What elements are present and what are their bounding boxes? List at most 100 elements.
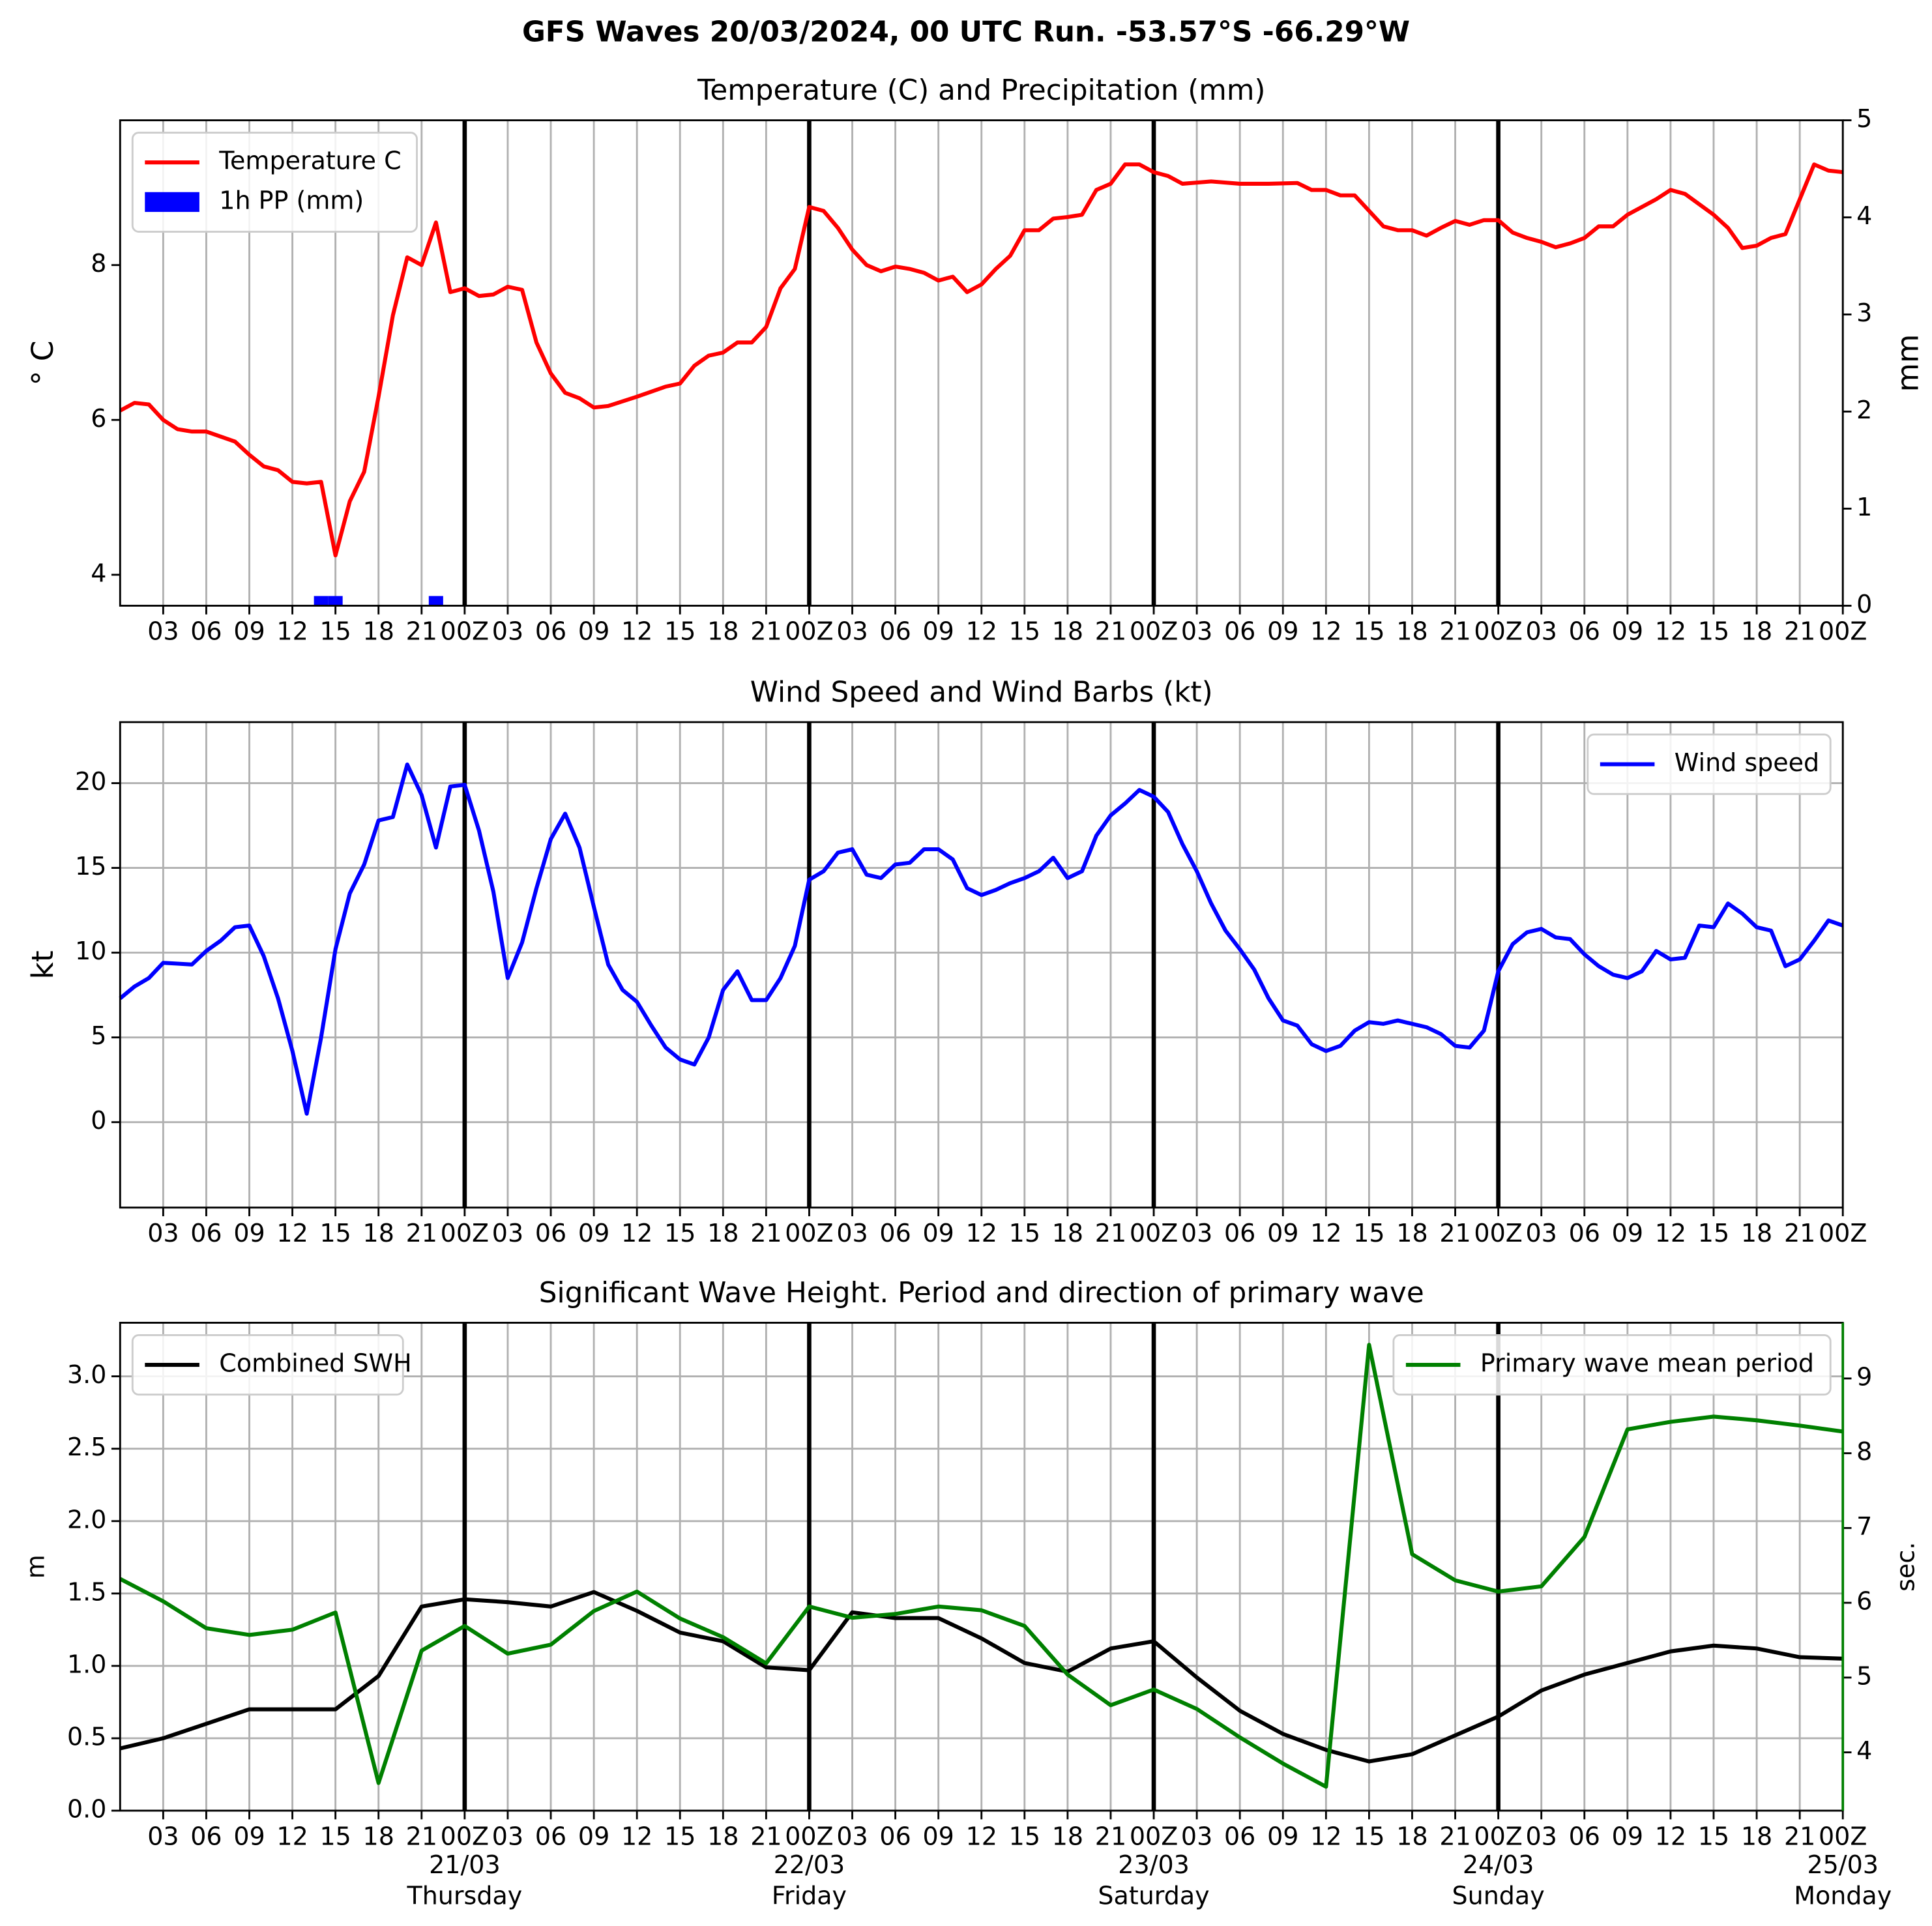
x-tick-label: 09 xyxy=(1612,1219,1643,1248)
x-tick-label: 09 xyxy=(1267,617,1298,646)
weekday-label: Sunday xyxy=(1452,1882,1545,1910)
x-tick-label: 09 xyxy=(578,1219,609,1248)
x-tick-label: 12 xyxy=(1655,617,1686,646)
x-tick-label: 18 xyxy=(707,617,739,646)
x-tick-label: 03 xyxy=(492,617,523,646)
x-tick-label: 12 xyxy=(1310,1822,1341,1850)
x-tick-label: 18 xyxy=(363,1822,394,1850)
x-tick-label: 03 xyxy=(147,617,179,646)
x-tick-label: 18 xyxy=(1396,1219,1427,1248)
x-tick-label: 06 xyxy=(879,1822,911,1850)
x-tick-label: 09 xyxy=(922,617,954,646)
y-axis-label: ° C xyxy=(25,340,60,385)
y2-tick-label: 7 xyxy=(1856,1512,1872,1541)
x-tick-label: 03 xyxy=(1526,1219,1557,1248)
x-tick-label: 06 xyxy=(879,1219,911,1248)
x-tick-label: 00Z xyxy=(1819,1822,1867,1850)
y2-tick-label: 9 xyxy=(1856,1362,1872,1391)
x-tick-label: 12 xyxy=(966,1822,997,1850)
x-tick-label: 18 xyxy=(1741,617,1772,646)
x-tick-label: 18 xyxy=(707,1822,739,1850)
x-tick-label: 03 xyxy=(147,1822,179,1850)
x-tick-label: 12 xyxy=(276,1822,308,1850)
x-tick-label: 03 xyxy=(836,617,868,646)
x-tick-label: 06 xyxy=(1569,617,1600,646)
x-tick-label: 00Z xyxy=(1130,617,1178,646)
y2-tick-label: 1 xyxy=(1856,493,1872,521)
x-tick-label: 21 xyxy=(750,617,782,646)
weekday-label: Saturday xyxy=(1098,1882,1209,1910)
x-tick-label: 06 xyxy=(535,617,566,646)
y2-tick-label: 6 xyxy=(1856,1587,1872,1616)
x-tick-label: 12 xyxy=(1310,1219,1341,1248)
x-tick-label: 15 xyxy=(1698,1822,1729,1850)
bar xyxy=(314,596,329,606)
chart-title: Significant Wave Height. Period and dire… xyxy=(539,1276,1424,1309)
x-tick-label: 21 xyxy=(406,617,437,646)
x-tick-label: 06 xyxy=(190,1219,222,1248)
x-tick-label: 03 xyxy=(1181,1219,1212,1248)
x-tick-label: 09 xyxy=(922,1822,954,1850)
x-tick-label: 12 xyxy=(1655,1219,1686,1248)
x-tick-label: 06 xyxy=(879,617,911,646)
y2-axis-label: sec. xyxy=(1892,1542,1920,1592)
x-tick-label: 21 xyxy=(406,1822,437,1850)
x-tick-label: 18 xyxy=(1396,1822,1427,1850)
bar xyxy=(428,596,443,606)
y-tick-label: 0.0 xyxy=(67,1795,106,1824)
x-tick-label: 18 xyxy=(1741,1822,1772,1850)
x-tick-label: 03 xyxy=(1181,617,1212,646)
x-tick-label: 12 xyxy=(1310,617,1341,646)
x-tick-label: 21 xyxy=(1784,617,1815,646)
x-tick-label: 06 xyxy=(1224,1822,1255,1850)
y2-tick-label: 5 xyxy=(1856,104,1872,133)
legend-swatch xyxy=(145,192,199,212)
y-tick-label: 1.0 xyxy=(67,1650,106,1678)
x-tick-label: 00Z xyxy=(1474,1822,1522,1850)
x-tick-label: 00Z xyxy=(1130,1219,1178,1248)
x-tick-label: 21 xyxy=(1439,1822,1471,1850)
y-tick-label: 5 xyxy=(91,1021,106,1050)
x-tick-label: 15 xyxy=(664,1219,695,1248)
y-tick-label: 20 xyxy=(75,767,106,796)
x-tick-label: 15 xyxy=(319,617,351,646)
x-tick-label: 15 xyxy=(1353,617,1384,646)
x-tick-label: 03 xyxy=(492,1822,523,1850)
y2-tick-label: 4 xyxy=(1856,1736,1872,1765)
y-tick-label: 4 xyxy=(91,559,106,587)
x-tick-label: 06 xyxy=(190,617,222,646)
x-tick-label: 00Z xyxy=(785,1219,833,1248)
x-tick-label: 03 xyxy=(492,1219,523,1248)
x-tick-label: 06 xyxy=(1569,1822,1600,1850)
x-tick-label: 06 xyxy=(190,1822,222,1850)
x-tick-label: 18 xyxy=(1052,1822,1083,1850)
x-tick-label: 00Z xyxy=(1474,1219,1522,1248)
x-tick-label: 12 xyxy=(966,617,997,646)
x-tick-label: 03 xyxy=(1181,1822,1212,1850)
y-tick-label: 6 xyxy=(91,404,106,433)
x-tick-label: 03 xyxy=(1526,617,1557,646)
x-tick-label: 00Z xyxy=(785,617,833,646)
x-tick-label: 21 xyxy=(406,1219,437,1248)
legend-box xyxy=(131,1334,404,1396)
y2-tick-label: 2 xyxy=(1856,396,1872,424)
x-tick-label: 15 xyxy=(1353,1219,1384,1248)
x-tick-label: 21 xyxy=(1439,617,1471,646)
weekday-label: Friday xyxy=(772,1882,847,1910)
x-tick-label: 09 xyxy=(1612,1822,1643,1850)
x-tick-label: 06 xyxy=(1224,617,1255,646)
x-tick-label: 15 xyxy=(664,617,695,646)
x-tick-label: 09 xyxy=(1267,1219,1298,1248)
x-tick-label: 00Z xyxy=(441,1219,489,1248)
x-tick-label: 15 xyxy=(1698,617,1729,646)
legend-box xyxy=(1587,733,1832,795)
y2-tick-label: 3 xyxy=(1856,299,1872,327)
y-tick-label: 0 xyxy=(91,1106,106,1135)
x-tick-label: 00Z xyxy=(441,617,489,646)
x-tick-label: 15 xyxy=(1698,1219,1729,1248)
x-tick-label: 03 xyxy=(836,1822,868,1850)
x-tick-label: 15 xyxy=(664,1822,695,1850)
y-tick-label: 10 xyxy=(75,937,106,965)
date-label: 25/03 xyxy=(1807,1850,1879,1879)
